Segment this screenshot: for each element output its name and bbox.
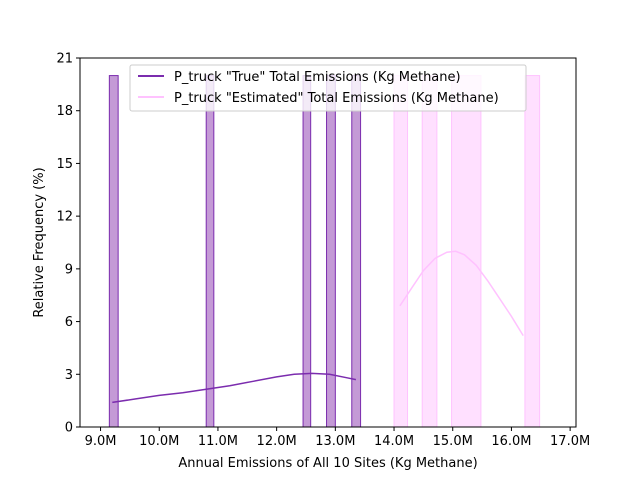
plot-frame: [79, 57, 577, 428]
x-tick-label: 12.0M: [257, 434, 297, 449]
bar-true-4: [351, 75, 362, 428]
x-tick-label: 10.0M: [139, 434, 179, 449]
x-tick-label: 17.0M: [550, 434, 590, 449]
bar-estimated-0: [393, 75, 409, 428]
x-tick-label: 11.0M: [198, 434, 238, 449]
y-tick-label: 9: [65, 262, 73, 277]
y-tick-label: 21: [56, 52, 73, 67]
kde-line-estimated: [399, 250, 524, 336]
bar-estimated-1: [421, 75, 438, 428]
y-tick-label: 6: [65, 315, 73, 330]
x-tick-label: 14.0M: [374, 434, 414, 449]
x-tick-label: 9.0M: [85, 434, 117, 449]
x-tick-label: 15.0M: [433, 434, 473, 449]
bar-true-1: [205, 75, 215, 428]
legend-label-estimated: P_truck "Estimated" Total Emissions (Kg …: [174, 91, 499, 106]
y-tick-label: 12: [56, 210, 73, 225]
x-axis-label: Annual Emissions of All 10 Sites (Kg Met…: [178, 456, 477, 471]
bar-true-0: [108, 75, 119, 428]
y-tick-label: 15: [56, 157, 73, 172]
y-tick-label: 0: [65, 421, 73, 436]
kde-layer: [112, 250, 524, 404]
y-axis-label: Relative Frequency (%): [32, 167, 47, 317]
x-tick-label: 13.0M: [315, 434, 355, 449]
legend: P_truck "True" Total Emissions (Kg Metha…: [129, 64, 527, 112]
bars-layer: [108, 75, 541, 428]
legend-label-true: P_truck "True" Total Emissions (Kg Metha…: [174, 70, 461, 85]
kde-line-true: [112, 372, 357, 404]
y-axis: 0 3 6 9 12 15 18 21: [56, 52, 80, 436]
y-tick-label: 3: [65, 368, 73, 383]
x-tick-label: 16.0M: [491, 434, 531, 449]
x-axis: 9.0M 10.0M 11.0M 12.0M 13.0M 14.0M 15.0M 16.0M 1…: [85, 427, 590, 449]
bar-estimated-3: [524, 75, 541, 428]
y-tick-label: 18: [56, 104, 73, 119]
legend-box: [129, 64, 527, 112]
